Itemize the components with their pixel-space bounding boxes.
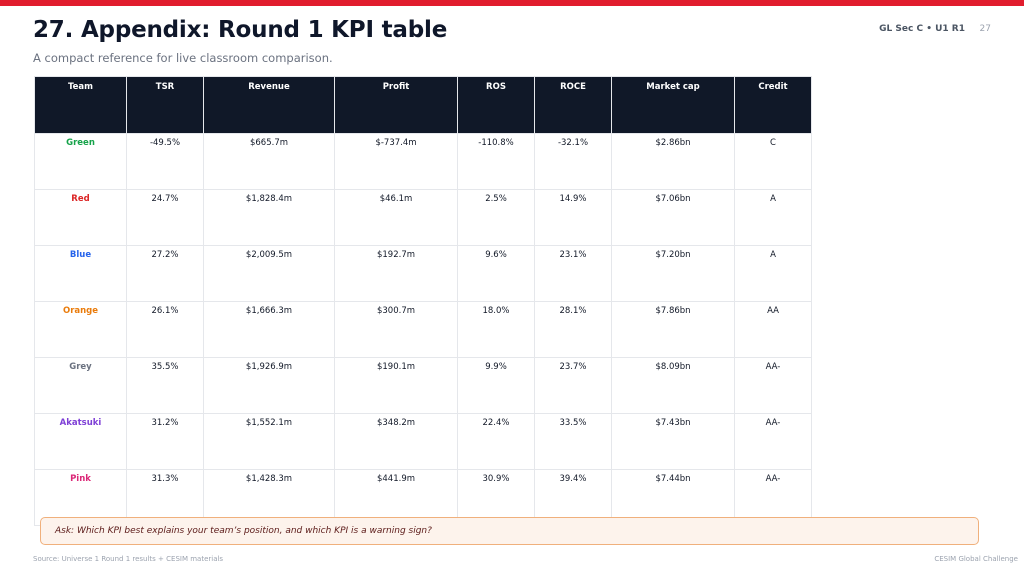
page-number: 27 <box>979 24 991 34</box>
ros-cell: 22.4% <box>457 413 535 470</box>
tsr-cell: 26.1% <box>126 301 204 358</box>
team-name: Blue <box>34 245 127 302</box>
profit-cell: $300.7m <box>334 301 458 358</box>
market-cap-cell: $7.06bn <box>611 189 735 246</box>
team-name: Orange <box>34 301 127 358</box>
roce-cell: -32.1% <box>534 133 612 190</box>
ros-cell: 2.5% <box>457 189 535 246</box>
column-header-team: Team <box>34 76 127 134</box>
revenue-cell: $1,552.1m <box>203 413 335 470</box>
market-cap-cell: $7.43bn <box>611 413 735 470</box>
profit-cell: $46.1m <box>334 189 458 246</box>
ros-cell: 30.9% <box>457 469 535 526</box>
top-accent-bar <box>0 0 1024 6</box>
tsr-cell: 31.2% <box>126 413 204 470</box>
market-cap-cell: $8.09bn <box>611 357 735 414</box>
revenue-cell: $1,666.3m <box>203 301 335 358</box>
column-header-tsr: TSR <box>126 76 204 134</box>
tsr-cell: -49.5% <box>126 133 204 190</box>
credit-cell: A <box>734 245 812 302</box>
table-row: Red 24.7% $1,828.4m $46.1m 2.5% 14.9% $7… <box>34 189 812 246</box>
table-header-row: Team TSR Revenue Profit ROS ROCE Market … <box>34 76 812 134</box>
revenue-cell: $1,926.9m <box>203 357 335 414</box>
profit-cell: $190.1m <box>334 357 458 414</box>
roce-cell: 14.9% <box>534 189 612 246</box>
credit-cell: AA <box>734 301 812 358</box>
table-row: Blue 27.2% $2,009.5m $192.7m 9.6% 23.1% … <box>34 245 812 302</box>
revenue-cell: $665.7m <box>203 133 335 190</box>
roce-cell: 33.5% <box>534 413 612 470</box>
column-header-revenue: Revenue <box>203 76 335 134</box>
team-name: Red <box>34 189 127 246</box>
profit-cell: $348.2m <box>334 413 458 470</box>
discussion-prompt: Ask: Which KPI best explains your team’s… <box>40 517 979 545</box>
page-title: 27. Appendix: Round 1 KPI table <box>33 17 448 43</box>
profit-cell: $192.7m <box>334 245 458 302</box>
column-header-ros: ROS <box>457 76 535 134</box>
ros-cell: -110.8% <box>457 133 535 190</box>
ros-cell: 9.6% <box>457 245 535 302</box>
header-meta: GL Sec C • U1 R1 27 <box>875 24 991 34</box>
credit-cell: C <box>734 133 812 190</box>
roce-cell: 23.7% <box>534 357 612 414</box>
table-row: Orange 26.1% $1,666.3m $300.7m 18.0% 28.… <box>34 301 812 358</box>
column-header-roce: ROCE <box>534 76 612 134</box>
tsr-cell: 35.5% <box>126 357 204 414</box>
tsr-cell: 27.2% <box>126 245 204 302</box>
page-subtitle: A compact reference for live classroom c… <box>33 51 333 65</box>
column-header-profit: Profit <box>334 76 458 134</box>
team-name: Grey <box>34 357 127 414</box>
table-row: Green -49.5% $665.7m $-737.4m -110.8% -3… <box>34 133 812 190</box>
course-label: GL Sec C • U1 R1 <box>879 24 965 34</box>
market-cap-cell: $2.86bn <box>611 133 735 190</box>
roce-cell: 39.4% <box>534 469 612 526</box>
footer-brand: CESIM Global Challenge <box>934 555 1018 563</box>
tsr-cell: 24.7% <box>126 189 204 246</box>
profit-cell: $-737.4m <box>334 133 458 190</box>
team-name: Akatsuki <box>34 413 127 470</box>
credit-cell: A <box>734 189 812 246</box>
team-name: Pink <box>34 469 127 526</box>
column-header-credit: Credit <box>734 76 812 134</box>
market-cap-cell: $7.86bn <box>611 301 735 358</box>
market-cap-cell: $7.20bn <box>611 245 735 302</box>
roce-cell: 23.1% <box>534 245 612 302</box>
roce-cell: 28.1% <box>534 301 612 358</box>
credit-cell: AA- <box>734 413 812 470</box>
kpi-table: Team TSR Revenue Profit ROS ROCE Market … <box>34 76 812 526</box>
source-note: Source: Universe 1 Round 1 results + CES… <box>33 555 224 563</box>
ros-cell: 9.9% <box>457 357 535 414</box>
table-row: Akatsuki 31.2% $1,552.1m $348.2m 22.4% 3… <box>34 413 812 470</box>
team-name: Green <box>34 133 127 190</box>
table-row: Pink 31.3% $1,428.3m $441.9m 30.9% 39.4%… <box>34 469 812 526</box>
revenue-cell: $2,009.5m <box>203 245 335 302</box>
table-row: Grey 35.5% $1,926.9m $190.1m 9.9% 23.7% … <box>34 357 812 414</box>
revenue-cell: $1,828.4m <box>203 189 335 246</box>
column-header-market-cap: Market cap <box>611 76 735 134</box>
credit-cell: AA- <box>734 357 812 414</box>
ros-cell: 18.0% <box>457 301 535 358</box>
